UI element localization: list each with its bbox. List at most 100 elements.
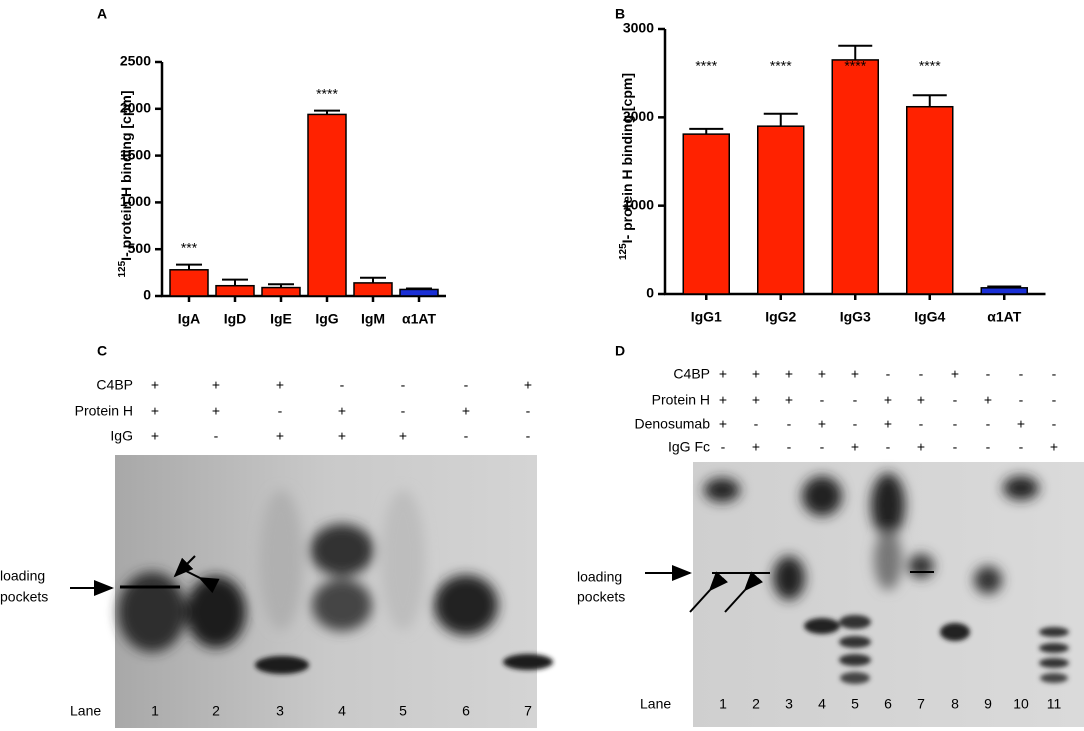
y-tick-label: 1000 (120, 193, 151, 209)
x-tick-label: IgM (361, 311, 385, 327)
sign: + (151, 428, 159, 444)
panel-label: D (615, 343, 625, 359)
bar (169, 269, 209, 297)
bar (682, 133, 730, 295)
y-axis-label: 125I- protein H binding [cpm] (618, 73, 635, 260)
panel-label: A (97, 6, 107, 22)
lane-number: 1 (719, 696, 727, 712)
pointer-label: pockets (577, 589, 625, 605)
y-axis-label-sup: 125 (117, 260, 128, 277)
row-label: C4BP (673, 366, 710, 382)
pointer-label: loading (0, 568, 45, 584)
sign: - (214, 428, 219, 444)
sign: + (338, 403, 346, 419)
lane-number: 2 (752, 696, 760, 712)
sign: + (212, 377, 220, 393)
sign: - (278, 403, 283, 419)
significance-label: **** (316, 85, 338, 101)
sign: + (785, 392, 793, 408)
sign: - (853, 416, 858, 432)
sign: - (919, 366, 924, 382)
sign: + (851, 439, 859, 455)
sign: - (526, 403, 531, 419)
lane-number: 11 (1047, 696, 1062, 712)
sign: - (853, 392, 858, 408)
lane-number: 3 (276, 703, 284, 719)
sign: - (986, 439, 991, 455)
bar (261, 286, 301, 297)
bar (980, 287, 1028, 295)
y-tick-label: 2000 (623, 108, 654, 124)
sign: - (820, 439, 825, 455)
y-tick-label: 0 (646, 285, 654, 301)
row-label: IgG (110, 428, 133, 444)
sign: + (917, 392, 925, 408)
lane-number: 1 (151, 703, 159, 719)
lane-number: 6 (884, 696, 892, 712)
sign: + (818, 366, 826, 382)
sign: - (787, 416, 792, 432)
sign: - (401, 403, 406, 419)
row-label: IgG Fc (668, 439, 710, 455)
sign: - (1019, 392, 1024, 408)
sign: + (151, 377, 159, 393)
panel-label: C (97, 343, 107, 359)
significance-label: **** (919, 58, 941, 74)
lane-number: 2 (212, 703, 220, 719)
significance-label: **** (844, 58, 866, 74)
y-tick-label: 1000 (623, 196, 654, 212)
lane-number: 7 (917, 696, 925, 712)
lane-number: 5 (851, 696, 859, 712)
sign: + (752, 392, 760, 408)
bar (307, 113, 347, 297)
bar (906, 105, 954, 295)
bar (757, 125, 805, 295)
sign: - (401, 377, 406, 393)
significance-label: *** (181, 239, 198, 255)
pointer-label: pockets (0, 589, 48, 605)
sign: - (986, 416, 991, 432)
sign: - (526, 428, 531, 444)
y-tick-label: 3000 (623, 20, 654, 36)
x-tick-label: α1AT (987, 309, 1021, 325)
sign: - (721, 439, 726, 455)
significance-label: **** (695, 58, 717, 74)
lane-number: 4 (338, 703, 346, 719)
sign: - (986, 366, 991, 382)
y-axis-label-text: I- protein H binding [cpm] (118, 91, 134, 261)
gel-image-d (689, 462, 1084, 727)
sign: + (752, 439, 760, 455)
sign: + (276, 377, 284, 393)
x-tick-label: IgG1 (691, 309, 722, 325)
y-axis-label-text: I- protein H binding [cpm] (619, 73, 635, 243)
sign: + (719, 416, 727, 432)
sign: + (884, 416, 892, 432)
x-tick-label: IgE (270, 311, 292, 327)
sign: + (818, 416, 826, 432)
sign: + (917, 439, 925, 455)
sign: - (953, 392, 958, 408)
row-label: C4BP (96, 377, 133, 393)
lane-number: 3 (785, 696, 793, 712)
y-tick-label: 2500 (120, 53, 151, 69)
sign: - (464, 377, 469, 393)
sign: - (340, 377, 345, 393)
lane-number: 9 (984, 696, 992, 712)
x-tick-label: α1AT (402, 311, 436, 327)
lane-number: 6 (462, 703, 470, 719)
sign: + (399, 428, 407, 444)
x-tick-label: IgG (315, 311, 338, 327)
sign: + (1017, 416, 1025, 432)
lane-label: Lane (70, 703, 101, 719)
significance-label: **** (770, 58, 792, 74)
sign: - (953, 416, 958, 432)
lane-label: Lane (640, 696, 671, 712)
bar (353, 282, 393, 297)
sign: + (151, 403, 159, 419)
sign: + (524, 377, 532, 393)
sign: + (719, 366, 727, 382)
sign: + (984, 392, 992, 408)
sign: - (1052, 392, 1057, 408)
lane-number: 8 (951, 696, 959, 712)
